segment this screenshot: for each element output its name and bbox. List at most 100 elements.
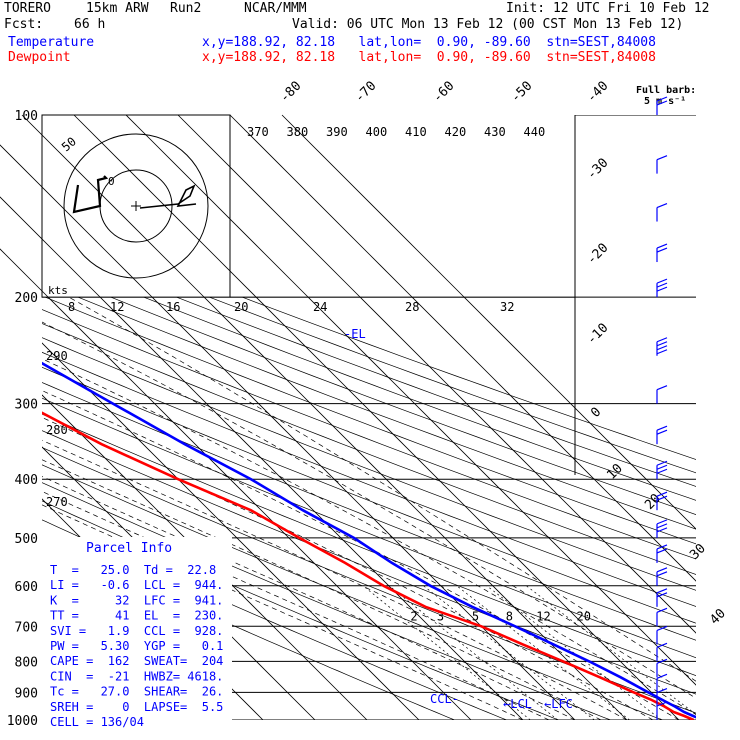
wind-barb-flag bbox=[656, 349, 668, 355]
wind-barb bbox=[656, 673, 668, 693]
isotherm-label: 0 bbox=[588, 405, 604, 421]
lcl-annotation: ←LCL bbox=[503, 697, 532, 711]
isotherm-line-upper bbox=[281, 114, 465, 298]
parcel-info-row: CAPE = 162 SWEAT= 204 bbox=[50, 654, 223, 668]
isotherm-label: -10 bbox=[584, 321, 611, 348]
dry-adiabat-line bbox=[42, 243, 696, 487]
dry-adiabat-line bbox=[42, 219, 696, 460]
pressure-tick-label: 400 bbox=[15, 473, 38, 488]
wind-barb-flag bbox=[656, 345, 668, 351]
isotherm-line-upper bbox=[0, 144, 153, 298]
wind-barb bbox=[656, 278, 668, 298]
wind-barb bbox=[656, 385, 668, 404]
parcel-info-panel: Parcel Info T = 25.0 Td = 22.8LI = -0.6 L… bbox=[42, 537, 232, 729]
moist-adiabat-line bbox=[42, 358, 696, 715]
wind-barb-flag bbox=[656, 642, 668, 648]
isotherm-label: -20 bbox=[584, 241, 611, 268]
dry-adiabat-label: 280 bbox=[46, 423, 68, 437]
moist-adiabat-line bbox=[42, 491, 550, 720]
forecast-label: Fcst: bbox=[4, 17, 44, 32]
dewpoint-profile-line bbox=[42, 411, 695, 720]
wind-barb-flag bbox=[656, 607, 668, 613]
dry-adiabat-line bbox=[42, 282, 696, 530]
wind-barb bbox=[656, 544, 668, 563]
mixing-ratio-label: 12 bbox=[536, 609, 550, 623]
temperature-legend-label: Temperature bbox=[8, 35, 95, 50]
wind-barb bbox=[656, 519, 668, 538]
wind-barb-flag bbox=[656, 278, 668, 284]
parcel-info-row: SREH = 0 LAPSE= 5.5 bbox=[50, 700, 223, 714]
wind-barb-flag bbox=[656, 527, 668, 533]
moist-adiabat-line bbox=[42, 504, 524, 720]
isotherm-line-upper bbox=[125, 114, 309, 298]
mixing-ratio-line bbox=[526, 585, 696, 715]
forecast-hour: 66 h bbox=[74, 17, 106, 32]
model-resolution: 15km ARW bbox=[86, 1, 149, 16]
pressure-tick-label: 200 bbox=[15, 291, 38, 306]
theta-label: 430 bbox=[484, 125, 506, 139]
dry-adiabat-line bbox=[42, 413, 696, 677]
model-name: TORERO bbox=[4, 1, 51, 16]
parcel-info-row: K = 32 LFC = 941. bbox=[50, 593, 223, 607]
hodograph-speed-label: 8 bbox=[68, 300, 75, 314]
ccl-annotation: CCL- bbox=[430, 692, 459, 706]
isotherm-line-upper bbox=[0, 196, 101, 298]
dry-adiabat-line bbox=[42, 464, 663, 720]
isotherm-label: 40 bbox=[707, 606, 729, 628]
wind-barb bbox=[656, 687, 668, 707]
isotherm-line bbox=[0, 115, 3, 720]
hodograph-speed-label: 16 bbox=[166, 300, 180, 314]
wind-barb-flag bbox=[656, 544, 668, 550]
isotherm-line-upper bbox=[229, 114, 413, 298]
pressure-tick-label: 100 bbox=[15, 109, 38, 124]
isotherm-label: -30 bbox=[584, 156, 611, 183]
dry-adiabat-line bbox=[42, 309, 696, 560]
wind-barb-flag bbox=[656, 491, 668, 497]
isotherm-label: -40 bbox=[584, 79, 611, 106]
dry-adiabat-line bbox=[42, 256, 696, 501]
wind-barb-flag bbox=[656, 429, 668, 435]
wind-barb-flag bbox=[656, 519, 668, 525]
parcel-info-box: Parcel Info T = 25.0 Td = 22.8LI = -0.6 L… bbox=[42, 537, 232, 729]
wind-barb-flag bbox=[656, 385, 668, 391]
dry-adiabat-line bbox=[42, 231, 696, 474]
isotherm-label: -80 bbox=[277, 79, 304, 106]
isotherm-label: -70 bbox=[352, 79, 379, 106]
wind-barb bbox=[656, 567, 668, 586]
theta-label: 400 bbox=[366, 125, 388, 139]
wind-barb-flag bbox=[656, 468, 668, 474]
pressure-tick-label: 500 bbox=[15, 532, 38, 547]
dry-adiabat-line bbox=[42, 397, 696, 659]
wind-barb bbox=[656, 658, 668, 678]
hodograph-point-label: 0 bbox=[108, 175, 115, 188]
dry-adiabat-line bbox=[42, 382, 696, 641]
parcel-info-title: Parcel Info bbox=[86, 541, 172, 556]
upper-grid bbox=[0, 114, 465, 298]
theta-label: 410 bbox=[405, 125, 427, 139]
parcel-info-row: CIN = -21 HWBZ= 4618. bbox=[50, 669, 223, 683]
hodograph-trace bbox=[72, 175, 109, 214]
wind-barb-flag bbox=[656, 460, 668, 466]
wind-barb-flag bbox=[656, 592, 668, 598]
isotherm-line-upper bbox=[21, 114, 205, 298]
el-annotation: -EL bbox=[344, 327, 366, 341]
wind-barb-flag bbox=[656, 567, 668, 573]
pressure-tick-label: 700 bbox=[15, 620, 38, 635]
wind-barb bbox=[656, 425, 668, 445]
wind-barb-flag bbox=[656, 282, 668, 288]
parcel-info-row: LI = -0.6 LCL = 944. bbox=[50, 578, 223, 592]
dry-adiabat-label: 270 bbox=[46, 495, 68, 509]
wind-barb-flag bbox=[656, 658, 668, 664]
mixing-ratio-label: 5 bbox=[472, 609, 479, 623]
wind-barb bbox=[656, 701, 668, 720]
moist-adiabat-line bbox=[42, 321, 696, 699]
parcel-info-row: CELL = 136/04 bbox=[50, 715, 144, 729]
dewpoint-location-info: x,y=188.92, 82.18 lat,lon= 0.90, -89.60 … bbox=[202, 50, 656, 65]
mixing-ratio-label: 20 bbox=[577, 609, 591, 623]
hodograph-trace-right bbox=[139, 184, 197, 209]
moist-adiabat-line bbox=[42, 459, 602, 720]
mixing-ratio-label: 3 bbox=[437, 609, 444, 623]
pressure-tick-label: 600 bbox=[15, 580, 38, 595]
isotherm-label: -60 bbox=[430, 79, 457, 106]
